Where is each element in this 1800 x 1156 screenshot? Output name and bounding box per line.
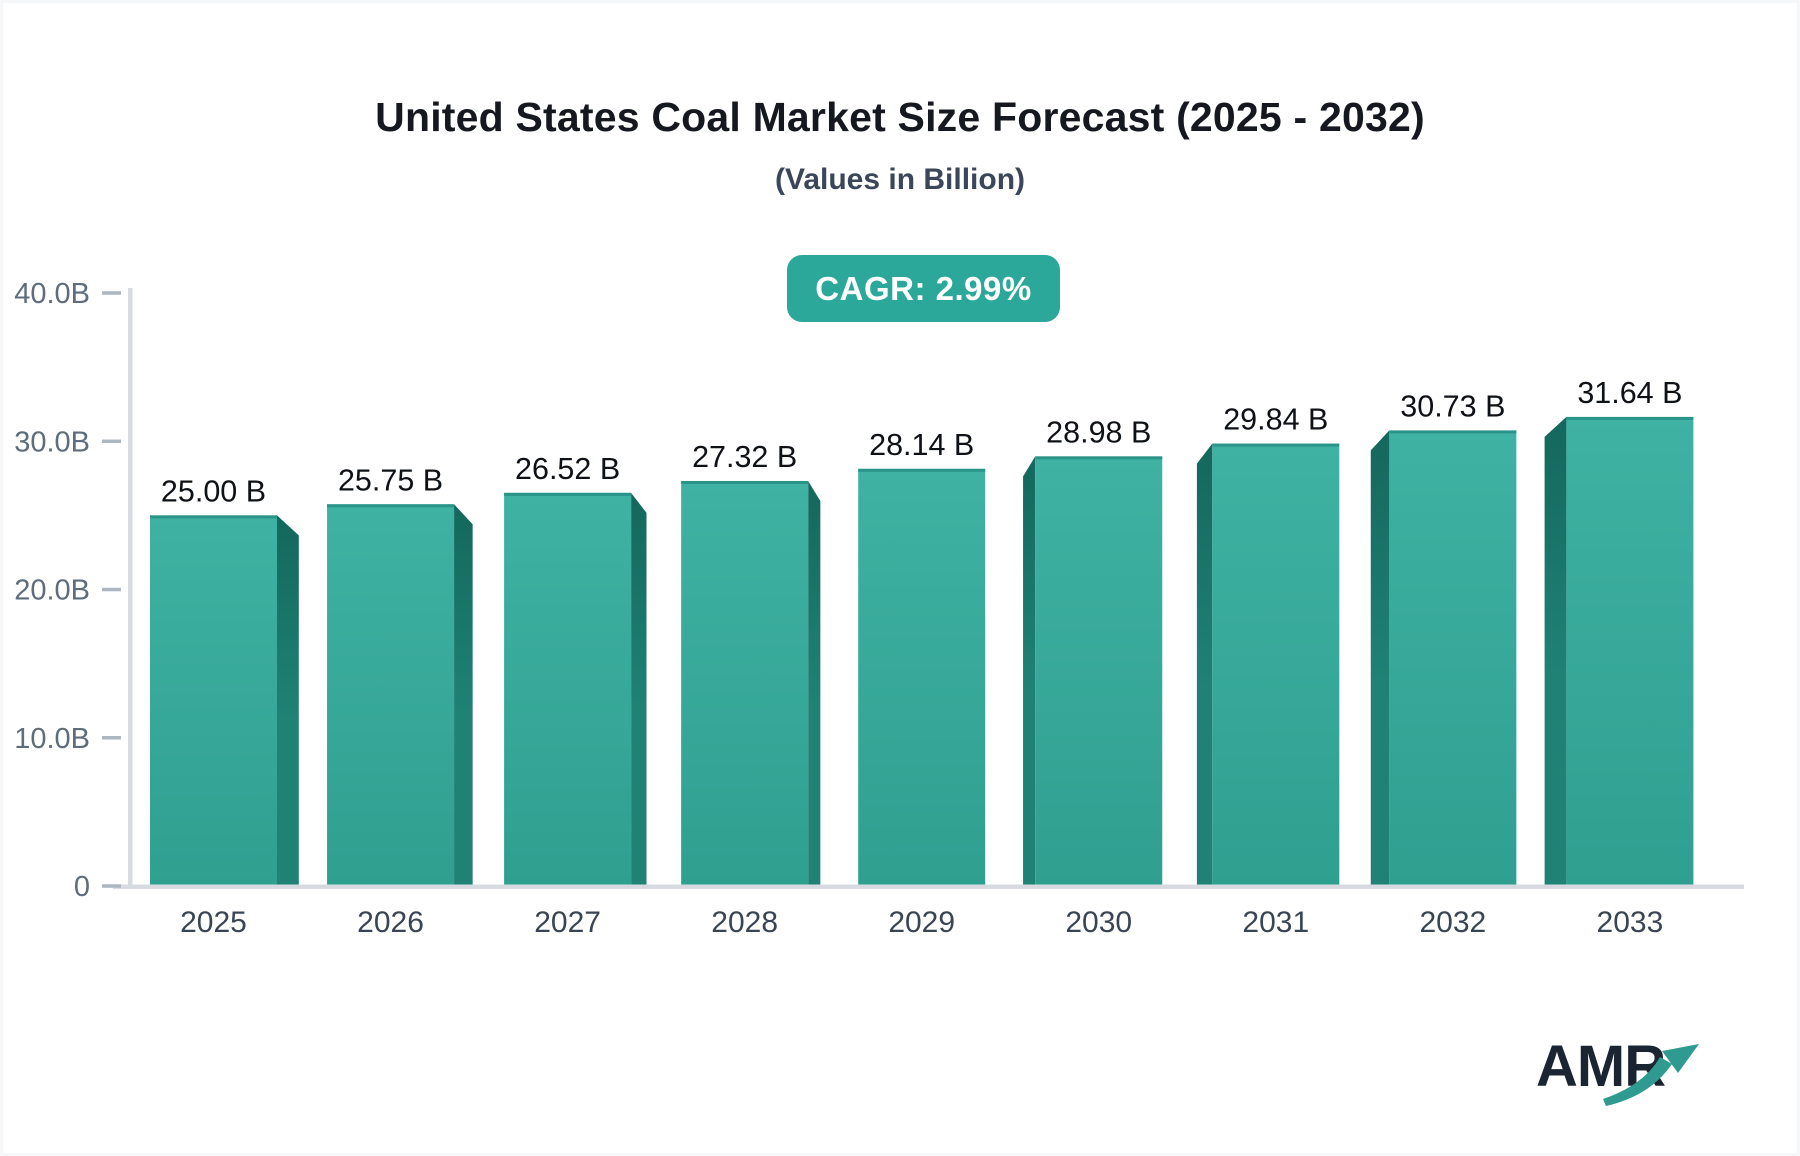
- x-axis-tick-label: 2032: [1419, 906, 1486, 939]
- bar-value-label: 31.64 B: [1577, 376, 1682, 410]
- bar-value-label: 29.84 B: [1223, 403, 1328, 437]
- y-axis-tick-mark: [102, 587, 121, 592]
- amr-logo: AMR: [1536, 1038, 1736, 1128]
- y-axis-tick-mark: [102, 291, 121, 295]
- x-axis-tick-label: 2027: [534, 906, 601, 939]
- y-axis-line: [128, 288, 133, 888]
- bar-2028[interactable]: 27.32 B 2028: [681, 440, 821, 939]
- bar-value-label: 30.73 B: [1400, 389, 1505, 423]
- y-axis-tick-label: 10.0B: [14, 723, 90, 755]
- y-axis-tick-mark: [102, 736, 121, 740]
- x-axis-tick-label: 2033: [1597, 906, 1664, 939]
- bar-value-label: 25.75 B: [338, 463, 443, 497]
- bar-2030[interactable]: 28.98 B 2030: [1023, 415, 1163, 939]
- bar-value-label: 25.00 B: [161, 474, 266, 508]
- bar-2032[interactable]: 30.73 B 2032: [1370, 389, 1517, 939]
- x-axis-tick-label: 2026: [357, 906, 424, 939]
- bar-2029[interactable]: 28.14 B 2029: [858, 428, 986, 939]
- x-axis-tick-label: 2029: [888, 906, 955, 939]
- bar-2031[interactable]: 29.84 B 2031: [1196, 403, 1340, 939]
- bar-value-label: 28.98 B: [1046, 415, 1151, 449]
- bar-value-label: 27.32 B: [692, 440, 797, 474]
- x-axis-tick-label: 2031: [1242, 906, 1309, 939]
- cagr-badge: CAGR: 2.99%: [787, 255, 1060, 322]
- y-axis-tick-label: 40.0B: [14, 278, 90, 310]
- bar-2025[interactable]: 25.00 B 2025: [150, 474, 299, 939]
- x-axis-tick-label: 2025: [180, 906, 247, 939]
- bar-value-label: 26.52 B: [515, 452, 620, 486]
- x-axis-tick-label: 2028: [711, 906, 778, 939]
- y-axis-tick-mark: [102, 439, 121, 443]
- y-axis-tick-label: 0: [74, 871, 90, 903]
- x-axis-tick-label: 2030: [1065, 906, 1132, 939]
- bar-value-label: 28.14 B: [869, 428, 974, 462]
- bar-2027[interactable]: 26.52 B 2027: [504, 452, 647, 939]
- y-axis-tick-mark: [102, 884, 121, 888]
- chart-subtitle: (Values in Billion): [774, 163, 1026, 196]
- x-axis-line: [113, 884, 1744, 889]
- bar-2026[interactable]: 25.75 B 2026: [327, 463, 473, 939]
- y-axis-tick-label: 20.0B: [14, 575, 90, 607]
- growth-arrow-icon: [1603, 1044, 1699, 1106]
- y-axis-tick-label: 30.0B: [14, 426, 90, 458]
- chart-title: United States Coal Market Size Forecast …: [375, 94, 1425, 140]
- bar-2033[interactable]: 31.64 B 2033: [1544, 376, 1694, 939]
